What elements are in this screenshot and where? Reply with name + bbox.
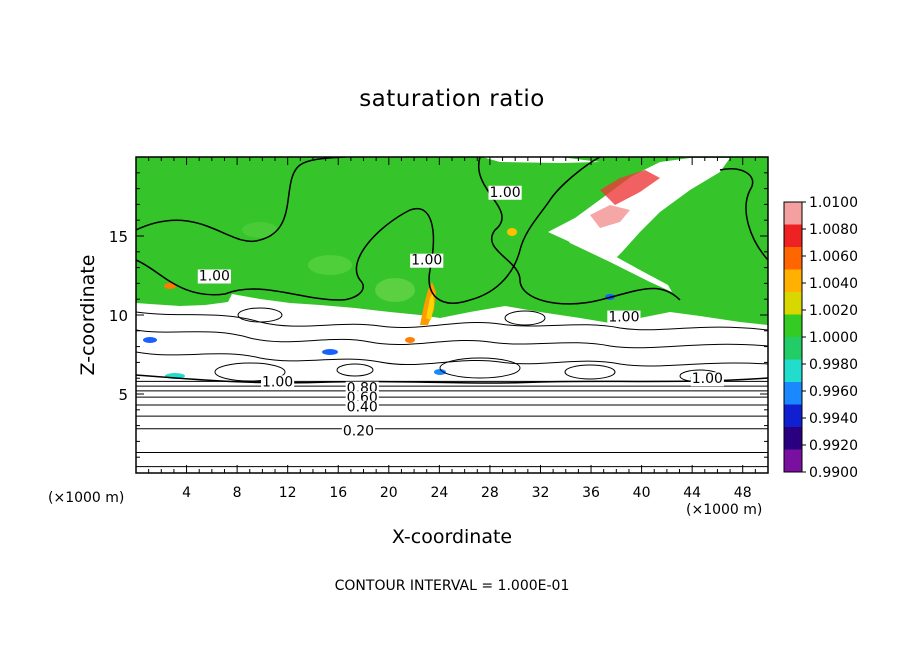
colorbar-label: 0.9920: [809, 438, 858, 454]
contour-label: 1.00: [199, 269, 230, 285]
colorbar-swatch: [784, 247, 802, 270]
y-axis-ticks: 5 10 15: [109, 172, 768, 458]
contour-label: 0.20: [343, 423, 374, 439]
patch: [375, 278, 415, 302]
contour-labels: 1.001.001.001.001.00 1.000.800.600.400.20: [197, 185, 724, 439]
colorbar-swatch: [784, 359, 802, 383]
colorbar-label: 0.9940: [809, 411, 858, 427]
x-tick-label: 40: [633, 485, 651, 501]
contour-label-bg: [341, 424, 376, 439]
contour-interval-note: CONTOUR INTERVAL = 1.000E-01: [334, 578, 570, 594]
colorbar-label: 1.0080: [809, 222, 858, 238]
contour-line: [136, 311, 768, 331]
contour-label: 1.00: [411, 253, 442, 269]
dry-streak: [560, 230, 672, 292]
contour-1.00: [719, 168, 768, 261]
spot: [322, 349, 338, 355]
colorbar-swatch: [784, 404, 802, 428]
x-tick-label: 12: [279, 485, 297, 501]
contour-1.00: [477, 157, 681, 305]
contour-label: 1.00: [692, 371, 723, 387]
x-tick-label: 48: [734, 485, 752, 501]
contour-label: 1.00: [490, 185, 521, 201]
contour-loop: [237, 307, 283, 323]
contour-label: 1.00: [262, 374, 293, 390]
contour-label-bg: [690, 372, 724, 387]
contour-label-bg: [345, 400, 379, 415]
x-tick-label: 44: [683, 485, 701, 501]
x-axis-ticks: 4 8 12 16 20 24 28 32 36 40 44 48: [148, 157, 756, 501]
x-tick-label: 32: [532, 485, 550, 501]
contour-loop: [336, 363, 374, 377]
colorbar-swatch: [784, 224, 802, 248]
contour-loop: [564, 364, 616, 380]
colorbar-swatch: [784, 202, 802, 225]
contour-label-bg: [488, 185, 522, 200]
spot: [405, 337, 415, 343]
contour-loop: [504, 310, 546, 326]
spot: [143, 337, 157, 343]
contour-label-bg: [260, 375, 295, 390]
spot: [164, 283, 176, 289]
contour-line: [136, 351, 768, 367]
colorbar-swatch: [784, 382, 802, 405]
x-axis-label: X-coordinate: [391, 526, 513, 548]
colorbar-swatch: [784, 427, 802, 450]
colorbar-label: 0.9960: [809, 384, 858, 400]
updraft-core: [426, 292, 434, 320]
x-tick-label: 24: [430, 485, 448, 501]
colorbar-label: 1.0040: [809, 276, 858, 292]
contour-label: 0.40: [347, 400, 378, 416]
colorbar-label: 1.0060: [809, 249, 858, 265]
y-tick-label: 10: [109, 307, 128, 325]
x-unit-label-right: (×1000 m): [686, 502, 763, 518]
x-tick-label: 8: [233, 485, 242, 501]
colorbar-label: 1.0100: [809, 195, 858, 211]
x-tick-label: 28: [481, 485, 499, 501]
colorbar-label: 0.9900: [809, 465, 858, 481]
contour-1.00: [136, 157, 601, 304]
contour-label-bg: [607, 310, 641, 325]
colorbar-swatch: [784, 269, 802, 293]
saturation-field: [136, 157, 768, 473]
contour-loop: [439, 357, 521, 379]
patch: [242, 222, 278, 238]
colorbar-label: 0.9980: [809, 357, 858, 373]
colorbar-swatch: [784, 292, 802, 315]
x-tick-label: 4: [182, 485, 191, 501]
contour-label: 1.00: [608, 310, 639, 326]
x-tick-label: 16: [329, 485, 347, 501]
patch: [308, 255, 352, 275]
colorbar-label: 1.0000: [809, 330, 858, 346]
spot: [507, 228, 517, 236]
contour-label-bg: [410, 253, 444, 268]
spot: [434, 369, 446, 375]
contour-line: [136, 329, 768, 349]
chart-title: saturation ratio: [359, 86, 545, 112]
dry-top: [482, 157, 600, 163]
y-tick-label: 5: [118, 386, 128, 404]
supersat-patch: [590, 205, 630, 228]
supersat-patch: [600, 170, 660, 205]
x-tick-label: 20: [380, 485, 398, 501]
x-unit-label-left: (×1000 m): [48, 490, 125, 506]
contour-label-bg: [197, 269, 231, 284]
stratified-contours: [136, 380, 768, 468]
colorbar: 1.0100 1.0080 1.0060 1.0040 1.0020 1.0000 0.99…: [783, 195, 858, 481]
colorbar-label: 1.0020: [809, 303, 858, 319]
colorbar-swatch: [784, 314, 802, 338]
y-tick-label: 15: [109, 228, 128, 246]
dry-plume: [548, 158, 730, 262]
x-tick-label: 36: [582, 485, 600, 501]
colorbar-swatch: [784, 449, 802, 473]
colorbar-swatch: [784, 337, 802, 360]
